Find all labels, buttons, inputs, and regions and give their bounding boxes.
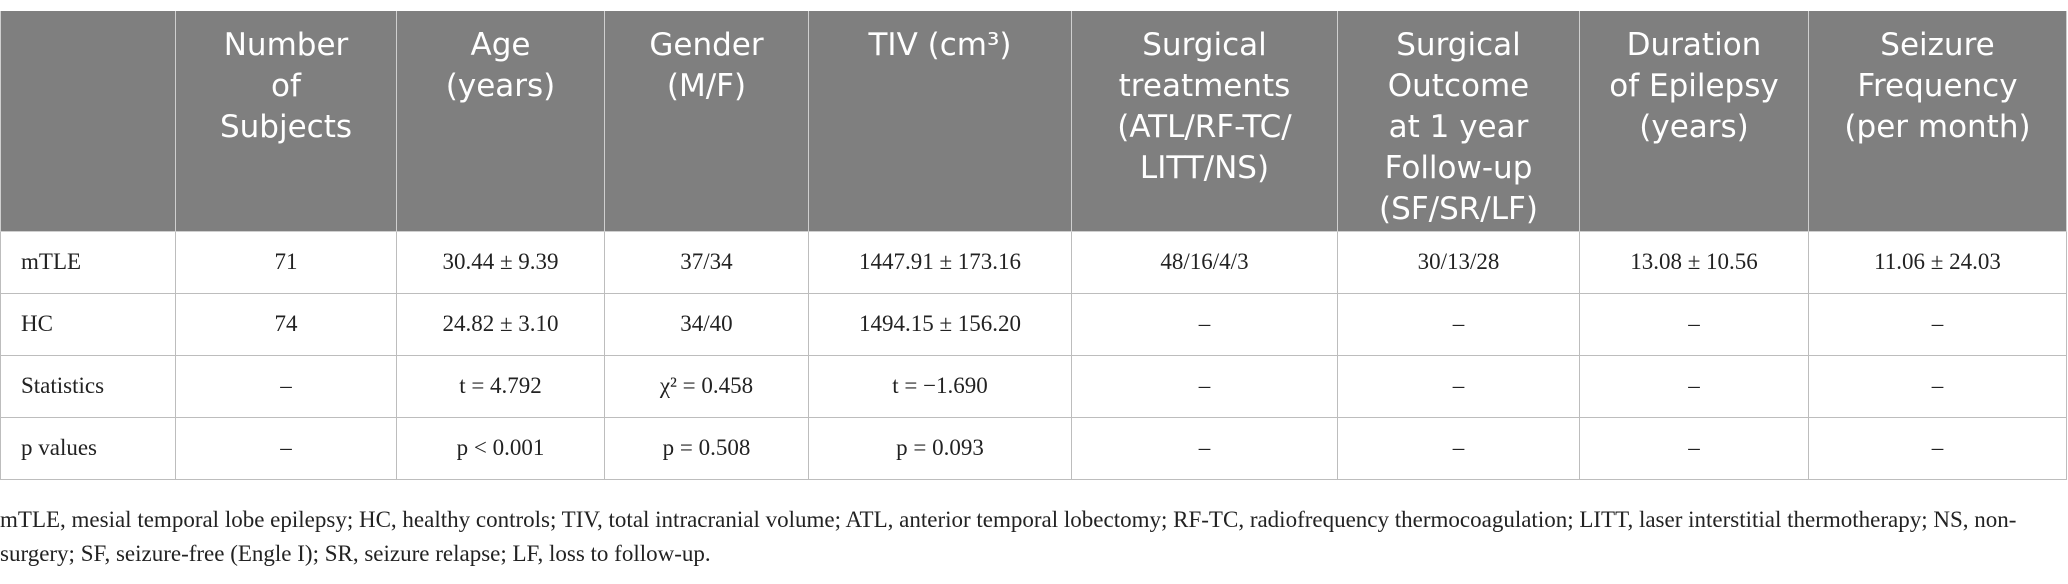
row-label: p values (0, 416, 176, 480)
table-cell: – (1071, 354, 1338, 418)
header-cell: Number of Subjects (175, 11, 397, 232)
header-cell: Seizure Frequency (per month) (1808, 11, 2067, 232)
header-line: of (271, 68, 301, 104)
header-cell: Surgical treatments (ATL/RF-TC/LITT/NS) (1071, 11, 1338, 232)
table-cell: – (175, 354, 397, 418)
table-cell: χ² = 0.458 (604, 354, 809, 418)
header-line: Surgical (1142, 27, 1267, 63)
table-row: Statistics – t = 4.792 χ² = 0.458 t = −1.690… (0, 354, 2067, 418)
table-cell: 24.82 ± 3.10 (396, 292, 605, 356)
footnote: mTLE, mesial temporal lobe epilepsy; HC,… (0, 507, 2017, 566)
table-row: HC 74 24.82 ± 3.10 34/40 1494.15 ± 156.20– – –… (0, 292, 2067, 356)
table-cell: p < 0.001 (396, 416, 605, 480)
header-line: Duration (1626, 27, 1762, 63)
table-cell: – (1808, 416, 2067, 480)
table-cell: 48/16/4/3 (1071, 230, 1338, 294)
header-line: (years) (1639, 109, 1749, 145)
header-line: of Epilepsy (1609, 68, 1779, 104)
table-cell: – (1579, 354, 1809, 418)
table-cell: – (1071, 416, 1338, 480)
header-cell (0, 11, 176, 232)
row-label: Statistics (0, 354, 176, 418)
header-line: Surgical (1396, 27, 1521, 63)
header-line: Gender (649, 27, 764, 63)
table-cell: p = 0.093 (808, 416, 1072, 480)
header-row: Number of Subjects Age (years) Gender (M/F) TIV… (0, 11, 2067, 232)
table-cell: – (175, 416, 397, 480)
header-cell: Duration of Epilepsy (years) (1579, 11, 1809, 232)
table-cell: t = 4.792 (396, 354, 605, 418)
table-cell: 1447.91 ± 173.16 (808, 230, 1072, 294)
table-row: mTLE 71 30.44 ± 9.39 37/34 1447.91 ± 173.16 4… (0, 230, 2067, 294)
header-line: (years) (445, 68, 556, 104)
header-line: Age (470, 27, 531, 63)
header-line: Subjects (219, 109, 353, 145)
table-cell: 74 (175, 292, 397, 356)
header-line: Seizure (1880, 27, 1995, 63)
table-cell: – (1337, 416, 1580, 480)
table-cell: 13.08 ± 10.56 (1579, 230, 1809, 294)
header-cell: TIV (cm³) (808, 11, 1072, 232)
table-cell: – (1808, 354, 2067, 418)
table-cell: p = 0.508 (604, 416, 809, 480)
header-cell: Gender (M/F) (604, 11, 809, 232)
header-line: Outcome (1387, 68, 1530, 104)
table-body: mTLE 71 30.44 ± 9.39 37/34 1447.91 ± 173.16 4… (0, 230, 2067, 480)
header-line: (ATL/RF-TC/ (1117, 109, 1292, 145)
table-cell: – (1579, 292, 1809, 356)
table-cell: – (1337, 292, 1580, 356)
table-cell: 11.06 ± 24.03 (1808, 230, 2067, 294)
header-line: LITT/NS) (1139, 150, 1270, 186)
header-line: Frequency (1857, 68, 2018, 104)
table-cell: t = −1.690 (808, 354, 1072, 418)
row-label: HC (0, 292, 176, 356)
header-cell: Age (years) (396, 11, 605, 232)
table-cell: 34/40 (604, 292, 809, 356)
header-cell: Surgical Outcome at 1 year Follow-up (SF/SR/… (1337, 11, 1580, 232)
row-label: mTLE (0, 230, 176, 294)
table-cell: – (1808, 292, 2067, 356)
table-row: p values – p < 0.001 p = 0.508 p = 0.093– – – – (0, 416, 2067, 480)
header-line: at 1 year (1388, 109, 1529, 145)
header-line: TIV (cm³) (868, 27, 1012, 63)
table-cell: 71 (175, 230, 397, 294)
header-line: (M/F) (666, 68, 747, 104)
header-line: Follow-up (1384, 150, 1533, 186)
table-cell: 1494.15 ± 156.20 (808, 292, 1072, 356)
table-cell: – (1337, 354, 1580, 418)
table-cell: 37/34 (604, 230, 809, 294)
header-line: (per month) (1844, 109, 2031, 145)
table-cell: 30.44 ± 9.39 (396, 230, 605, 294)
table-cell: – (1579, 416, 1809, 480)
header-line: Number (223, 27, 349, 63)
header-line: (SF/SR/LF) (1379, 191, 1538, 227)
table-cell: – (1071, 292, 1338, 356)
data-table: Number of Subjects Age (years) Gender (M/F) TIV… (0, 11, 2067, 480)
table-cell: 30/13/28 (1337, 230, 1580, 294)
header-line: treatments (1118, 68, 1291, 104)
